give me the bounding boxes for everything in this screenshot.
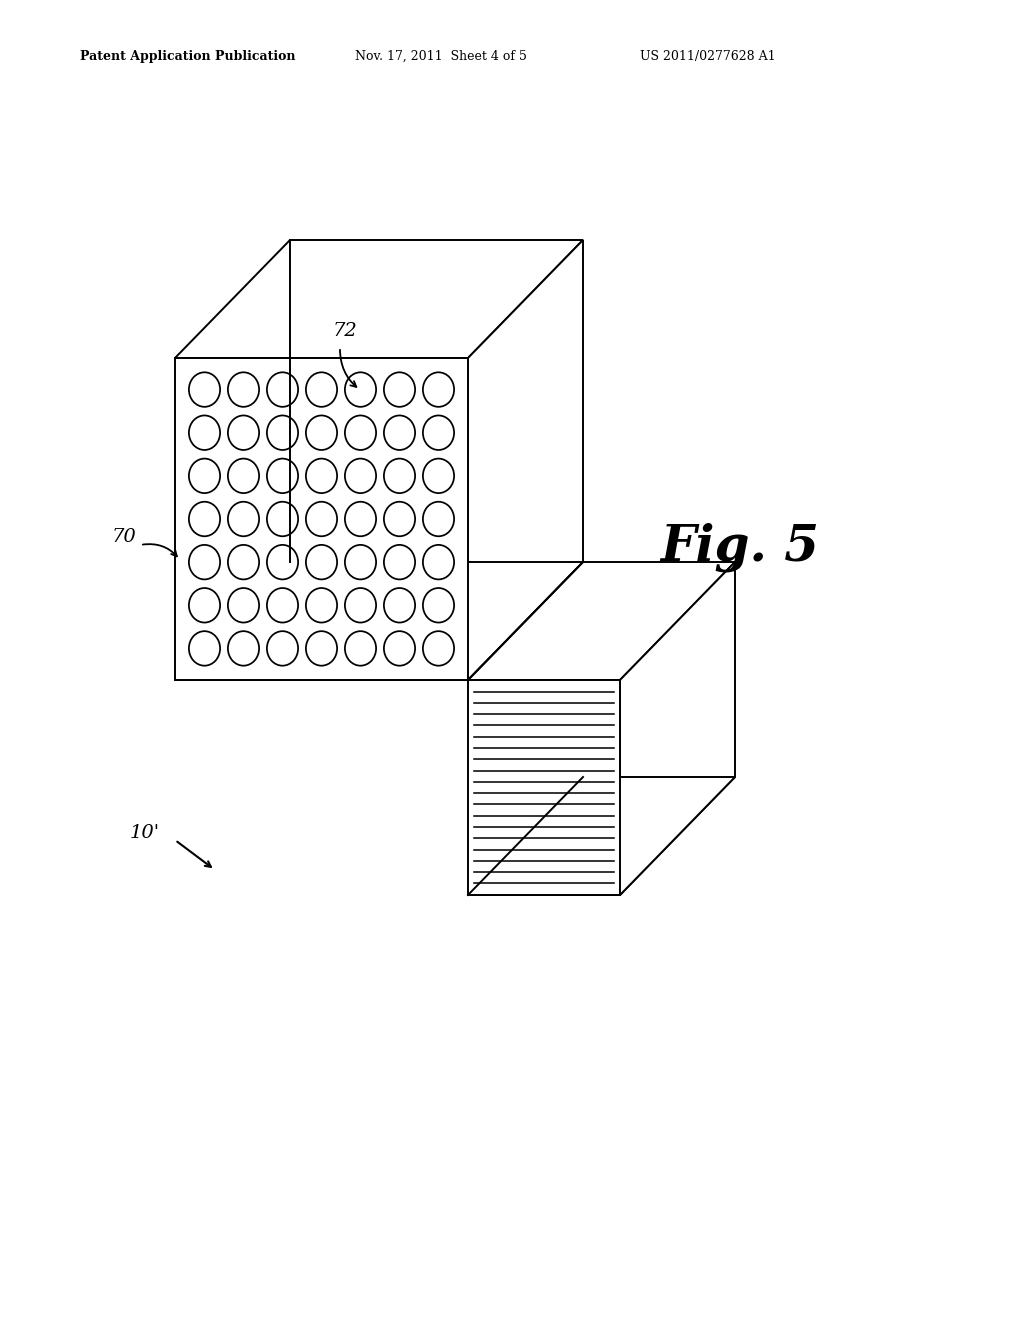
Polygon shape <box>620 562 735 895</box>
Polygon shape <box>468 562 735 680</box>
Polygon shape <box>468 680 620 895</box>
Polygon shape <box>468 777 735 895</box>
Polygon shape <box>175 240 583 358</box>
Text: 72: 72 <box>333 322 357 341</box>
Polygon shape <box>468 240 583 680</box>
Text: 10': 10' <box>130 824 160 842</box>
Text: US 2011/0277628 A1: US 2011/0277628 A1 <box>640 50 775 63</box>
Polygon shape <box>175 562 583 680</box>
Text: Fig. 5: Fig. 5 <box>660 521 819 572</box>
Text: 70: 70 <box>112 528 137 546</box>
Text: Patent Application Publication: Patent Application Publication <box>80 50 296 63</box>
Polygon shape <box>175 358 468 680</box>
Text: Nov. 17, 2011  Sheet 4 of 5: Nov. 17, 2011 Sheet 4 of 5 <box>355 50 527 63</box>
